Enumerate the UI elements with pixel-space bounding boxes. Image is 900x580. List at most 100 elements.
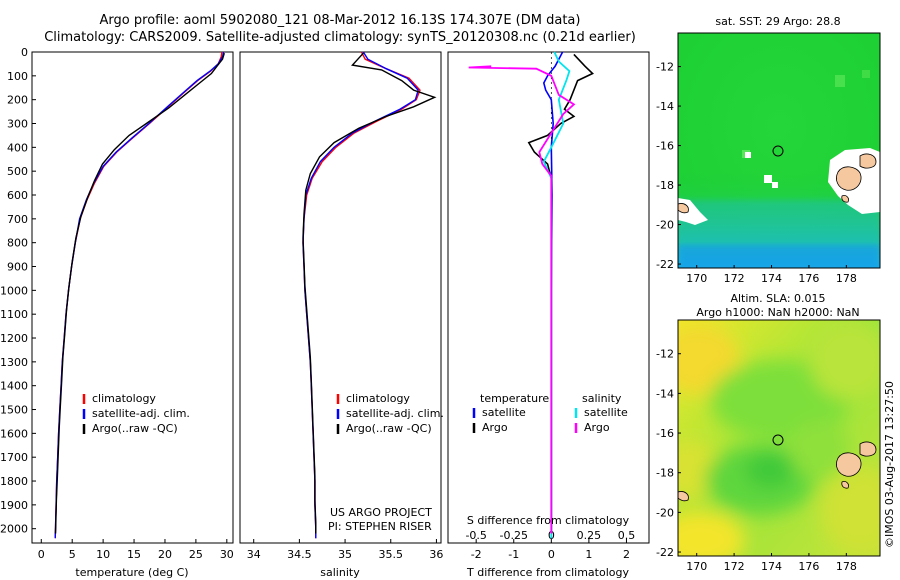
temperature-axis-label: temperature (deg C) [75, 566, 188, 579]
sla-map-title-line1: Altim. SLA: 0.015 [730, 292, 825, 305]
sst-map-frame [677, 32, 881, 269]
pi-annotation: PI: STEPHEN RISER [328, 520, 432, 533]
temperature-series-1 [54, 51, 225, 539]
y-tick-label: 1100 [0, 308, 28, 321]
map-x-tick-label: 176 [798, 272, 819, 285]
x-tick-label: 5 [69, 548, 76, 561]
x-tick-label: 34.5 [287, 548, 312, 561]
y-tick-label: 200 [7, 94, 28, 107]
salinity-series-0 [302, 51, 421, 539]
t-difference-axis-label: T difference from climatology [466, 566, 629, 579]
x-tick-label: 30 [220, 548, 234, 561]
map-y-tick-label: -16 [656, 140, 674, 153]
s-difference-tick-label: 0.25 [577, 529, 602, 542]
diff-legend-s-argo-label: Argo [584, 421, 610, 434]
sla-map-title-line2: Argo h1000: NaN h2000: NaN [696, 306, 859, 319]
map-y-tick-label: -20 [656, 506, 674, 519]
imos-watermark: ©IMOS 03-Aug-2017 13:27:50 [883, 381, 896, 548]
temperature-panel-frame [31, 51, 234, 544]
y-tick-label: 0 [21, 46, 28, 59]
y-tick-label: 400 [7, 141, 28, 154]
salinity-argo-diff [468, 65, 576, 534]
salinity-series-1 [302, 51, 419, 539]
map-y-tick-label: -22 [656, 546, 674, 559]
map-y-tick-label: -20 [656, 219, 674, 232]
diff-legend-t-argo-label: Argo [482, 421, 508, 434]
temperature-legend-0-label: climatology [92, 392, 156, 405]
y-tick-label: 800 [7, 237, 28, 250]
sst-map-title: sat. SST: 29 Argo: 28.8 [715, 15, 840, 28]
y-tick-label: 900 [7, 261, 28, 274]
map-y-tick-label: -14 [656, 387, 674, 400]
legend-header-salinity: salinity [582, 392, 622, 405]
salinity-legend-2-label: Argo(..raw -QC) [346, 422, 432, 435]
sla-map [678, 320, 880, 556]
temperature-legend-2-label: Argo(..raw -QC) [92, 422, 178, 435]
salinity-plot: 34 34.5 35 35.5 36 climatology satellite-adj. … [247, 51, 444, 561]
x-tick-label: 34 [247, 548, 261, 561]
diff-legend-s-sat-label: satellite [584, 406, 628, 419]
argo-position-marker [772, 434, 784, 446]
x-tick-label: 2 [623, 548, 630, 561]
y-tick-label: 600 [7, 189, 28, 202]
y-tick-label: 300 [7, 118, 28, 131]
y-tick-label: 700 [7, 213, 28, 226]
salinity-series-2 [302, 52, 437, 534]
s-difference-tick-label: 0.5 [618, 529, 636, 542]
x-tick-label: 15 [127, 548, 141, 561]
map-y-tick-label: -18 [656, 467, 674, 480]
map-axes: 170 172 174 176 178 -12 -14 -16 -18 -20 -22 170 172 1… [656, 61, 857, 573]
map-y-tick-label: -16 [656, 427, 674, 440]
x-tick-label: 35.5 [379, 548, 404, 561]
s-difference-tick-label: -0.5 [465, 529, 486, 542]
y-tick-label: 100 [7, 70, 28, 83]
difference-panel-frame [447, 51, 650, 544]
y-tick-label: 1000 [0, 284, 28, 297]
temperature-legend-1-label: satellite-adj. clim. [92, 407, 190, 420]
y-tick-label: 1200 [0, 332, 28, 345]
x-tick-label: -1 [508, 548, 519, 561]
map-x-tick-label: 170 [686, 272, 707, 285]
y-tick-label: 500 [7, 165, 28, 178]
temperature-series-0 [54, 51, 223, 539]
salinity-panel-frame [239, 51, 442, 544]
x-tick-label: -2 [471, 548, 482, 561]
sst-map [678, 33, 880, 268]
s-difference-tick-label: -0.25 [500, 529, 528, 542]
argo-position-marker [772, 145, 784, 157]
salinity-axis-label: salinity [320, 566, 360, 579]
x-tick-label: 35 [338, 548, 352, 561]
x-tick-label: 1 [585, 548, 592, 561]
y-tick-label: 1500 [0, 404, 28, 417]
salinity-legend-0-label: climatology [346, 392, 410, 405]
map-y-tick-label: -18 [656, 179, 674, 192]
salinity-legend-1-label: satellite-adj. clim. [346, 407, 444, 420]
project-annotation: US ARGO PROJECT [330, 506, 432, 519]
map-y-tick-label: -12 [656, 348, 674, 361]
figure-title-line2: Climatology: CARS2009. Satellite-adjuste… [44, 30, 636, 45]
map-x-tick-label: 172 [724, 272, 745, 285]
y-tick-label: 1600 [0, 427, 28, 440]
temperature-series-2 [54, 52, 225, 534]
y-tick-label: 1300 [0, 356, 28, 369]
map-x-tick-label: 172 [724, 560, 745, 573]
legend-header-temperature: temperature [480, 392, 549, 405]
y-tick-label: 1900 [0, 499, 28, 512]
map-y-tick-label: -14 [656, 100, 674, 113]
sla-map-frame [677, 319, 881, 557]
figure-title-line1: Argo profile: aoml 5902080_121 08-Mar-20… [99, 13, 581, 28]
diff-legend-t-sat-label: satellite [482, 406, 526, 419]
temperature-argo-diff [527, 53, 594, 534]
y-tick-label: 1800 [0, 475, 28, 488]
y-tick-label: 1400 [0, 380, 28, 393]
x-tick-label: 10 [96, 548, 110, 561]
y-tick-label: 1700 [0, 451, 28, 464]
map-x-tick-label: 174 [761, 272, 782, 285]
s-difference-axis-label: S difference from climatology [467, 514, 630, 527]
map-x-tick-label: 174 [761, 560, 782, 573]
map-y-tick-label: -22 [656, 258, 674, 271]
x-tick-label: 20 [158, 548, 172, 561]
temperature-plot: 0 5 10 15 20 25 300100200300400500600700800900… [0, 46, 234, 561]
y-tick-label: 2000 [0, 523, 28, 536]
